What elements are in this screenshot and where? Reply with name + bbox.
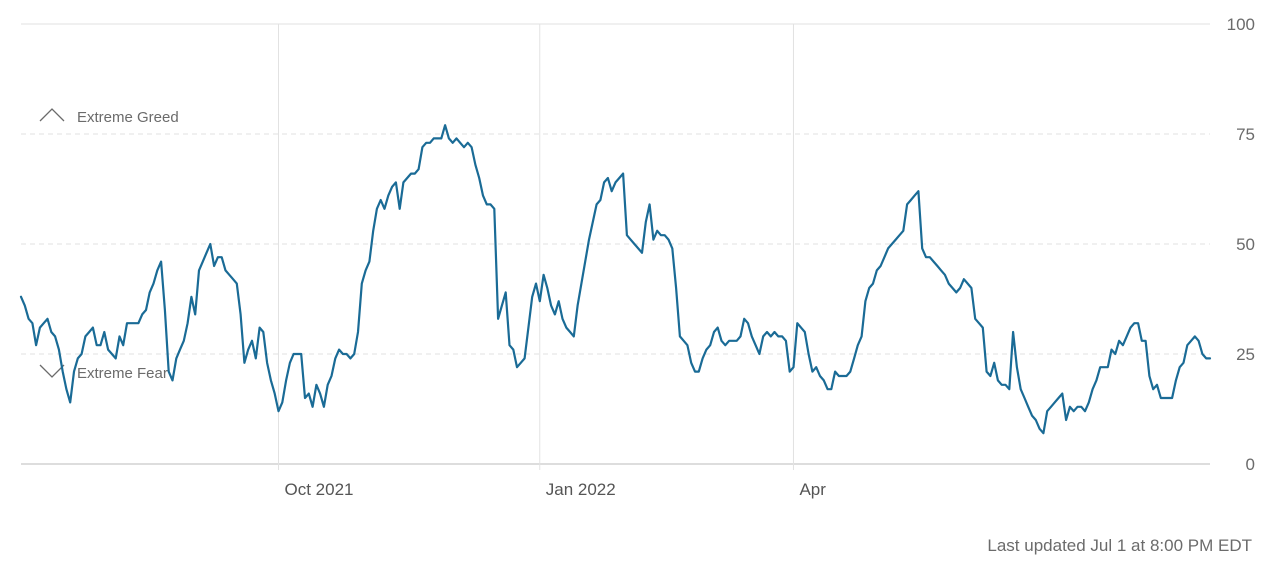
- chart-svg: 0 25 50 75 100 Oct 2021 Jan 2022 Apr Extreme Gre…: [19, 15, 1255, 499]
- y-tick-label: 25: [1236, 345, 1255, 364]
- y-tick-label: 50: [1236, 235, 1255, 254]
- y-tick-label: 100: [1227, 15, 1255, 34]
- last-updated-text: Last updated Jul 1 at 8:00 PM EDT: [987, 536, 1252, 555]
- chevron-down-icon: [39, 364, 65, 378]
- y-tick-label: 0: [1246, 455, 1255, 474]
- x-tick-label: Apr: [799, 480, 826, 499]
- x-tick-label: Oct 2021: [284, 480, 353, 499]
- x-tick-label: Jan 2022: [546, 480, 616, 499]
- series-line: [19, 124, 1212, 435]
- y-tick-label: 75: [1236, 125, 1255, 144]
- extreme-fear-label: Extreme Fear: [77, 365, 168, 382]
- chevron-up-icon: [39, 108, 65, 122]
- extreme-greed-label: Extreme Greed: [77, 109, 179, 126]
